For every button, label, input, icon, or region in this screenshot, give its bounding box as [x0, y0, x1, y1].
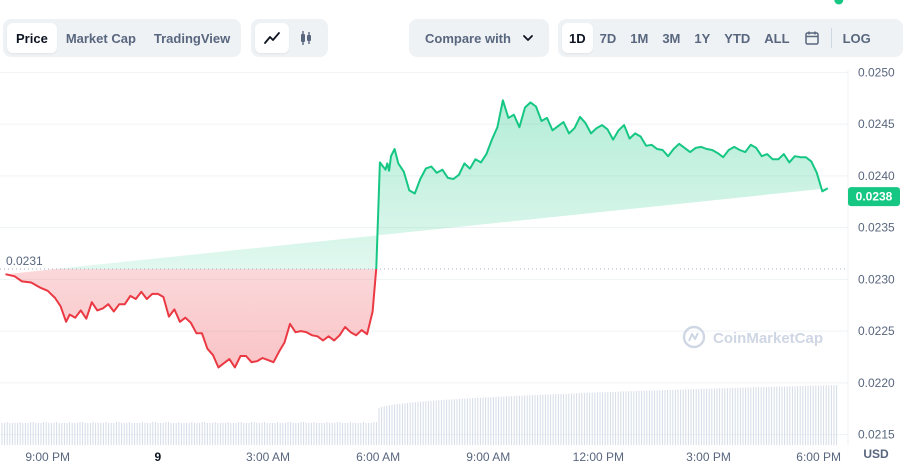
- current-price-dot: [834, 0, 844, 5]
- area-fill-down: [5, 269, 377, 368]
- y-tick-label: 0.0220: [858, 376, 895, 390]
- candlestick-chart-button[interactable]: [289, 23, 323, 53]
- log-toggle[interactable]: LOG: [842, 30, 871, 46]
- range-1y[interactable]: 1Y: [694, 30, 711, 46]
- current-price-badge: 0.0238: [848, 187, 900, 207]
- calendar-icon: [804, 31, 819, 45]
- line-chart-button[interactable]: [255, 23, 289, 53]
- range-3m[interactable]: 3M: [662, 30, 681, 46]
- compare-dropdown[interactable]: Compare with: [409, 19, 549, 57]
- candlestick-icon: [301, 31, 311, 45]
- reference-price-label: 0.0231: [6, 254, 43, 268]
- tab-tradingview[interactable]: TradingView: [153, 30, 231, 46]
- range-all[interactable]: ALL: [764, 30, 790, 46]
- chevron-down-icon: [523, 35, 533, 41]
- chart-style-group: [251, 19, 328, 57]
- grid-lines: [0, 70, 849, 445]
- calendar-button[interactable]: [797, 23, 827, 53]
- range-divider: [830, 28, 832, 48]
- line-chart-icon: [264, 32, 280, 44]
- x-tick-label: 6:00 AM: [356, 450, 400, 464]
- current-price-badge-bg: [848, 187, 900, 207]
- y-tick-label: 0.0215: [858, 428, 895, 442]
- area-fill-up: [55, 100, 828, 270]
- view-tab-group: Price Market Cap TradingView: [3, 19, 241, 57]
- watermark: CoinMarketCap: [682, 325, 823, 349]
- x-tick-label: 6:00 PM: [796, 450, 841, 464]
- series-line-down: [5, 269, 378, 369]
- range-ytd[interactable]: YTD: [724, 30, 751, 46]
- y-tick-label: 0.0225: [858, 324, 895, 338]
- range-1m[interactable]: 1M: [630, 30, 649, 46]
- time-range-group: 1D 7D 1M 3M 1Y YTD ALL LOG: [558, 19, 903, 57]
- current-price-label: 0.0238: [856, 190, 893, 204]
- range-1d[interactable]: 1D: [562, 23, 593, 53]
- tab-market-cap[interactable]: Market Cap: [65, 30, 136, 46]
- x-tick-label: 12:00 PM: [573, 450, 624, 464]
- x-axis: 9:00 PM 9 3:00 AM 6:00 AM 9:00 AM 12:00 PM 3:0…: [25, 450, 841, 464]
- range-7d[interactable]: 7D: [599, 30, 617, 46]
- volume-bars: [1, 385, 838, 445]
- x-tick-label: 3:00 PM: [686, 450, 731, 464]
- currency-label: USD: [863, 447, 889, 461]
- watermark-text: CoinMarketCap: [713, 330, 823, 347]
- y-tick-label: 0.0240: [858, 169, 895, 183]
- y-tick-label: 0.0250: [858, 65, 895, 79]
- tab-price[interactable]: Price: [7, 23, 57, 53]
- y-tick-label: 0.0245: [858, 117, 895, 131]
- y-axis: 0.0250 0.0245 0.0240 0.0235 0.0230 0.0225 0.02…: [858, 65, 895, 441]
- y-tick-label: 0.0235: [858, 221, 895, 235]
- x-tick-label: 9:00 AM: [466, 450, 510, 464]
- x-tick-label: 9:00 PM: [25, 450, 70, 464]
- y-tick-label: 0.0230: [858, 272, 895, 286]
- x-tick-label: 9: [155, 450, 162, 464]
- coinmarketcap-logo-icon: [682, 325, 706, 349]
- x-tick-label: 3:00 AM: [246, 450, 290, 464]
- chart-toolbar: Price Market Cap TradingView Compare wit…: [0, 19, 904, 57]
- series-line-up: [375, 99, 829, 270]
- compare-label: Compare with: [425, 30, 511, 46]
